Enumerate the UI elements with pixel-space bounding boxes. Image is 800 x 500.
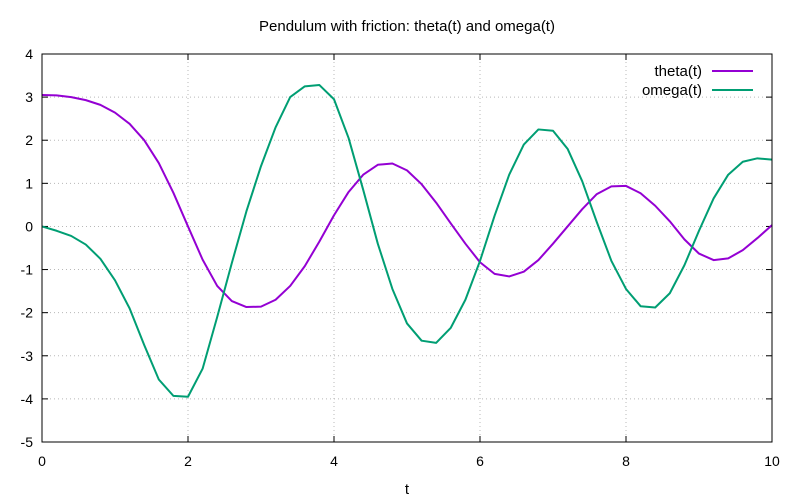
legend-label: theta(t) xyxy=(654,63,702,80)
y-tick-label: -5 xyxy=(21,434,34,450)
x-tick-label: 6 xyxy=(476,453,484,469)
legend: theta(t) omega(t) xyxy=(642,63,753,99)
x-tick-label: 8 xyxy=(622,453,630,469)
x-tick-label: 4 xyxy=(330,453,338,469)
axis-ticks: 0 2 4 6 8 10 -5 -4 -3 -2 -1 0 1 2 3 4 xyxy=(21,46,780,469)
y-tick-label: 3 xyxy=(25,89,33,105)
y-tick-label: 1 xyxy=(25,175,33,191)
series-line-theta xyxy=(41,93,773,309)
x-tick-label: 0 xyxy=(38,453,46,469)
chart-title: Pendulum with friction: theta(t) and ome… xyxy=(259,18,555,35)
series-line-omega xyxy=(41,84,773,398)
y-tick-label: 0 xyxy=(25,218,33,234)
x-tick-label: 10 xyxy=(764,453,780,469)
y-tick-label: -2 xyxy=(21,305,34,321)
grid xyxy=(42,54,772,442)
y-tick-label: -4 xyxy=(21,391,34,407)
y-tick-label: -1 xyxy=(21,262,34,278)
legend-label: omega(t) xyxy=(642,82,702,99)
x-axis-label: t xyxy=(405,481,410,498)
plot-frame xyxy=(41,53,773,443)
y-tick-label: 4 xyxy=(25,46,33,62)
plot-area xyxy=(41,84,773,398)
y-tick-label: 2 xyxy=(25,132,33,148)
y-tick-label: -3 xyxy=(21,348,34,364)
x-tick-label: 2 xyxy=(184,453,192,469)
